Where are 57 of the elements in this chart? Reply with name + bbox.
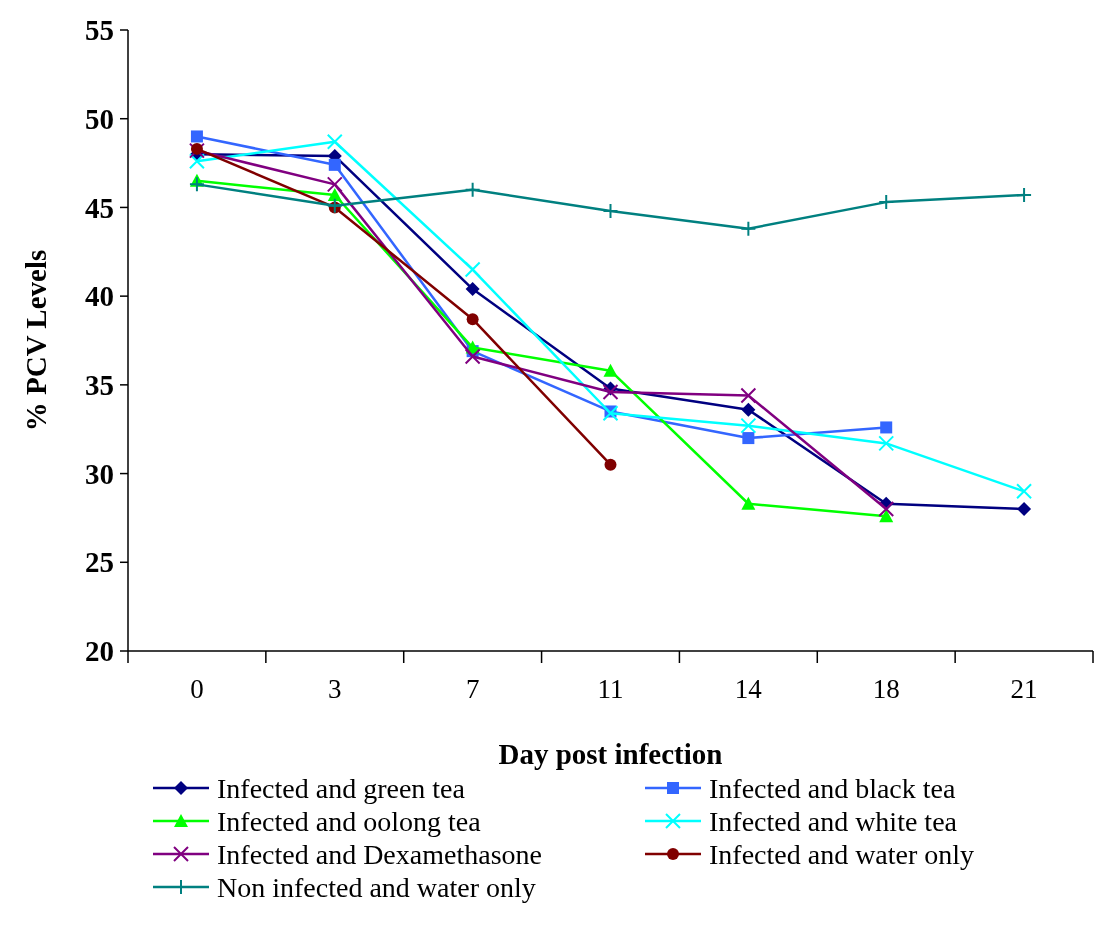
point [740,387,757,404]
point [880,421,893,434]
point [465,282,480,297]
x-tick-label: 18 [872,674,900,704]
point [740,220,757,237]
point [602,405,619,422]
legend-label: Infected and water only [709,838,975,870]
legend-label: Non infected and water only [217,871,536,903]
x-tick-label: 11 [597,674,624,704]
y-axis-title: % PCV Levels [20,249,52,432]
point [466,313,479,326]
point [878,501,895,518]
point [740,417,757,434]
point [328,158,341,171]
point [327,188,342,202]
legend-label: Infected and Dexamethasone [217,838,542,870]
point [1017,502,1032,517]
point [464,181,481,198]
point [878,194,895,211]
point [188,176,205,193]
x-tick-label: 21 [1010,674,1038,704]
legend-label: Infected and white tea [709,805,958,837]
legend-label: Infected and oolong tea [217,805,482,837]
point [464,261,481,278]
legend-label: Infected and green tea [217,772,466,804]
point [604,458,617,471]
point [188,153,205,170]
y-tick-label: 35 [85,369,114,402]
y-tick-label: 25 [85,546,114,579]
legend-label: Infected and black tea [709,772,956,804]
point [1016,187,1033,204]
point [879,509,894,523]
point [326,133,343,150]
point [326,197,343,214]
point [602,383,619,400]
x-tick-label: 14 [734,674,763,704]
y-tick-label: 40 [85,280,114,313]
y-tick-label: 20 [85,635,114,668]
y-tick-label: 50 [85,102,114,135]
x-tick-label: 3 [328,674,342,704]
y-tick-label: 45 [85,191,114,224]
point [464,348,481,365]
point [741,402,756,417]
point [878,435,895,452]
point [326,176,343,193]
point [602,202,619,219]
point [603,363,618,377]
y-tick-label: 55 [85,14,114,47]
y-tick-label: 30 [85,457,114,490]
point [190,130,203,143]
x-tick-label: 0 [190,674,204,704]
point [190,142,203,155]
point [742,432,755,445]
x-tick-label: 7 [465,674,480,704]
point [741,496,756,510]
point [1016,483,1033,500]
x-axis-title: Day post infection [498,738,723,770]
